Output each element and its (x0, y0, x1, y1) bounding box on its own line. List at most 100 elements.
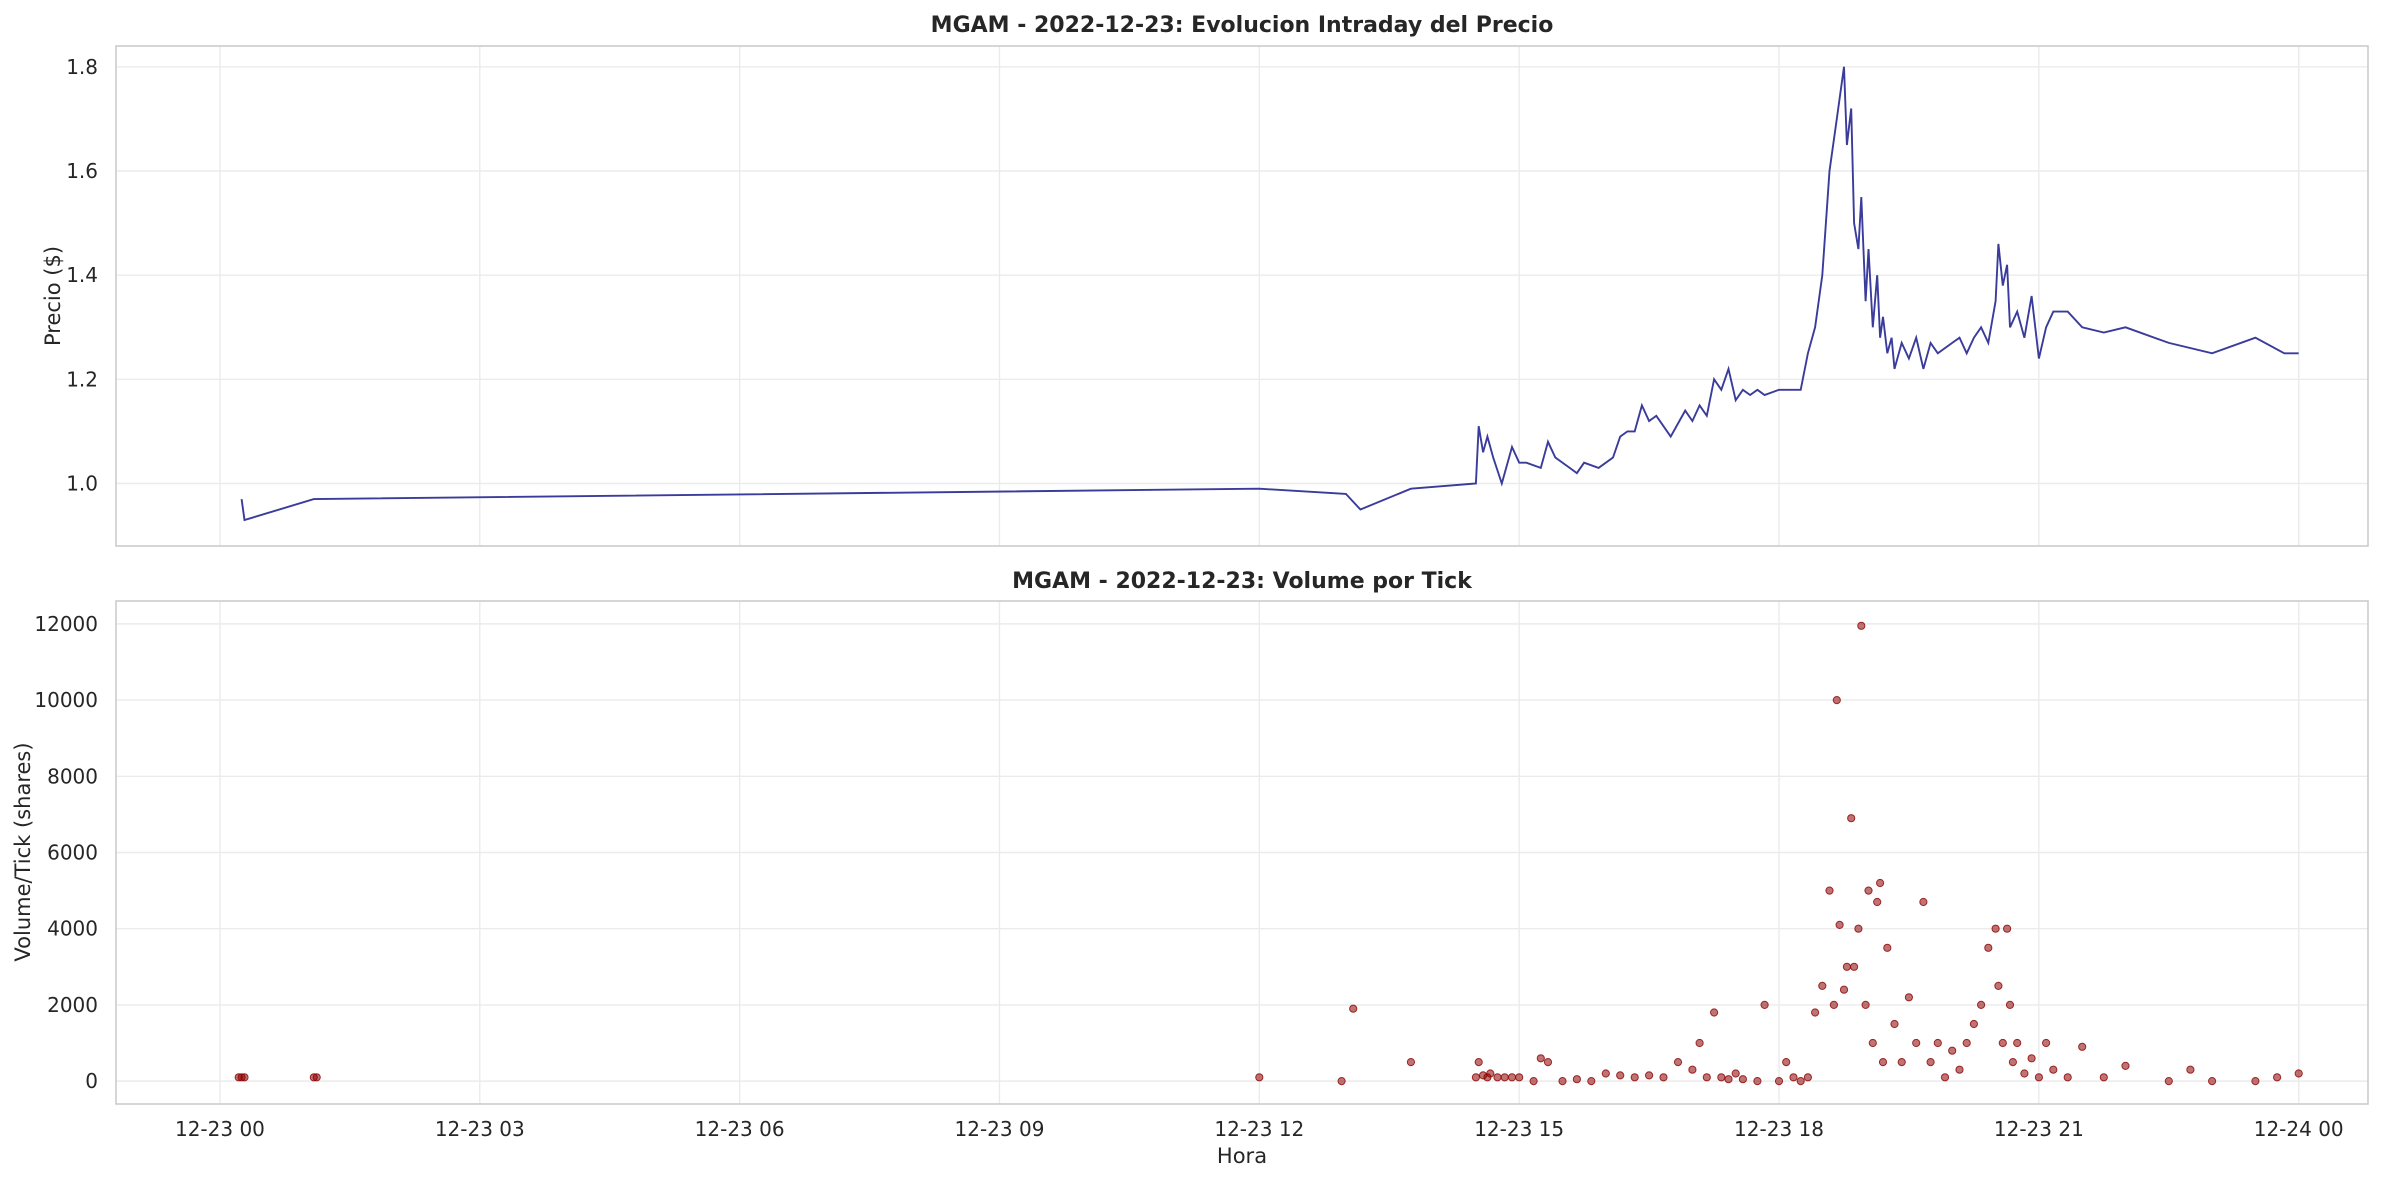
x-tick-label: 12-23 00 (175, 1117, 265, 1141)
volume-point (2049, 1065, 2058, 1074)
volume-point (1796, 1077, 1805, 1086)
volume-point (1878, 1058, 1888, 1067)
volume-point (1803, 1073, 1813, 1082)
volume-point (1933, 1038, 1942, 1048)
volume-point (2121, 1061, 2130, 1071)
volume-point (2042, 1038, 2051, 1048)
x-tick-label: 12-23 12 (1214, 1117, 1304, 1141)
volume-point (1507, 1073, 1517, 1082)
volume-y-tick-label: 6000 (47, 841, 98, 865)
volume-point (1710, 1008, 1719, 1017)
volume-point (1572, 1075, 1582, 1084)
volume-point (1868, 1038, 1877, 1048)
volume-gridlines (116, 601, 2368, 1104)
volume-point (2003, 924, 2012, 933)
volume-point (1724, 1075, 1733, 1084)
volume-point (1832, 696, 1841, 705)
volume-point (2208, 1077, 2217, 1086)
price-y-tick-label: 1.2 (66, 367, 98, 391)
volume-point (1919, 897, 1928, 907)
volume-x-axis-label: Hora (1217, 1144, 1267, 1168)
volume-point (2034, 1073, 2044, 1082)
volume-point (2294, 1069, 2303, 1078)
volume-point (1811, 1008, 1820, 1017)
volume-point (2251, 1077, 2260, 1086)
volume-y-tick-labels: 0 2000 4000 6000 8000 10000 12000 (34, 612, 98, 1093)
volume-point (1883, 943, 1892, 952)
volume-point (1904, 993, 1914, 1002)
volume-point (1486, 1069, 1495, 1078)
volume-point (1717, 1073, 1726, 1082)
volume-point (1839, 985, 1849, 994)
x-tick-label: 12-23 09 (955, 1117, 1045, 1141)
price-y-axis-label: Precio ($) (41, 246, 65, 346)
x-tick-label: 12-23 06 (695, 1117, 785, 1141)
volume-point (1991, 924, 2000, 933)
volume-point (1948, 1046, 1957, 1055)
volume-point (1897, 1058, 1906, 1067)
volume-point (1857, 621, 1866, 630)
volume-point (1998, 1038, 2007, 1048)
volume-point (1789, 1073, 1798, 1082)
volume-point (1873, 897, 1882, 907)
volume-point (1760, 1000, 1769, 1010)
volume-point (1926, 1058, 1935, 1067)
price-y-tick-label: 1.8 (66, 55, 98, 79)
volume-point (1835, 920, 1844, 930)
volume-point (1818, 981, 1827, 991)
volume-point (1536, 1054, 1545, 1063)
volume-axes-frame (115, 600, 2369, 1105)
volume-point (1659, 1073, 1668, 1082)
x-tick-label: 12-23 18 (1734, 1117, 1824, 1141)
volume-point (1890, 1019, 1899, 1029)
volume-point (1515, 1073, 1524, 1082)
volume-point (1847, 814, 1856, 823)
volume-point (1984, 943, 1993, 952)
volume-point (2013, 1038, 2022, 1048)
volume-point (1500, 1073, 1509, 1082)
volume-point (2164, 1077, 2173, 1086)
volume-point (1850, 962, 1859, 971)
volume-point (1738, 1075, 1748, 1084)
price-y-tick-label: 1.0 (66, 472, 98, 496)
volume-point (1842, 962, 1852, 971)
volume-point (1587, 1077, 1596, 1086)
volume-point (1543, 1058, 1553, 1067)
price-panel: MGAM - 2022-12-23: Evolucion Intraday de… (41, 13, 2369, 547)
volume-y-tick-label: 4000 (47, 917, 98, 941)
volume-point (2008, 1058, 2018, 1067)
volume-point (1616, 1071, 1625, 1080)
volume-chart-title: MGAM - 2022-12-23: Volume por Tick (1012, 569, 1473, 594)
volume-point (2005, 1000, 2015, 1010)
volume-point (1955, 1065, 1964, 1074)
volume-point (1825, 886, 1834, 895)
volume-point (1601, 1069, 1610, 1078)
volume-point (1977, 1000, 1986, 1010)
volume-point (312, 1073, 321, 1082)
volume-point (2273, 1073, 2282, 1082)
volume-point (1854, 924, 1863, 933)
volume-point (1969, 1019, 1979, 1029)
price-chart-title: MGAM - 2022-12-23: Evolucion Intraday de… (931, 13, 1554, 38)
price-series-line (240, 66, 2299, 522)
x-tick-label: 12-23 03 (435, 1117, 525, 1141)
volume-point (1688, 1065, 1697, 1074)
volume-point (1673, 1058, 1683, 1067)
volume-point (1912, 1038, 1921, 1048)
volume-panel: MGAM - 2022-12-23: Volume por Tick Volum… (11, 569, 2369, 1168)
volume-point (1940, 1073, 1950, 1082)
x-tick-label: 12-23 21 (1994, 1117, 2084, 1141)
x-tick-label: 12-24 00 (2254, 1117, 2344, 1141)
volume-point (1630, 1073, 1639, 1082)
volume-point (1474, 1058, 1483, 1067)
volume-point (1861, 1000, 1870, 1010)
volume-point (1962, 1038, 1971, 1048)
volume-point (1695, 1038, 1704, 1048)
volume-point (1774, 1077, 1784, 1086)
volume-point (1529, 1077, 1538, 1086)
volume-point (1753, 1077, 1762, 1086)
volume-point (1406, 1058, 1416, 1067)
price-y-tick-label: 1.6 (66, 159, 98, 183)
volume-point (1864, 886, 1873, 895)
